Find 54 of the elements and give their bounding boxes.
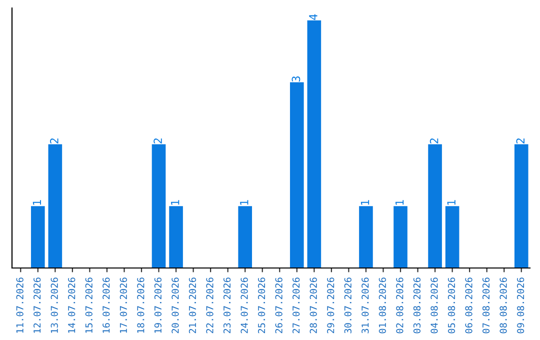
bar [514,144,528,268]
data-label: 2 [154,138,162,144]
data-label: 1 [171,200,180,205]
x-tick-label: 07.08.2026 [482,278,490,334]
x-tick-label: 04.08.2026 [430,278,438,334]
x-tick-label: 27.07.2026 [292,278,300,334]
bar [307,20,322,268]
x-tick-label: 29.07.2026 [327,278,334,334]
x-tick-label: 18.07.2026 [137,278,144,333]
bar [238,206,252,268]
bar [394,206,408,268]
data-label: 4 [309,14,318,20]
x-tick-label: 23.07.2026 [223,278,231,334]
x-tick-label: 03.08.2026 [413,278,421,334]
x-tick-label: 25.07.2026 [258,278,266,334]
x-tick-label: 06.08.2026 [465,278,472,334]
x-tick-label: 28.07.2026 [310,278,317,334]
x-tick-label: 12.07.2026 [34,278,41,333]
data-label: 1 [240,200,248,205]
bar [30,206,45,268]
data-label: 1 [32,200,41,205]
data-label: 1 [395,200,404,205]
bar [428,144,442,268]
x-tick-label: 11.07.2026 [16,278,24,333]
bar [152,144,166,268]
x-tick-label: 01.08.2026 [378,278,386,334]
x-tick-label: 16.07.2026 [102,278,110,333]
x-tick-label: 21.07.2026 [188,278,196,334]
x-tick-label: 15.07.2026 [85,278,92,333]
x-tick-label: 22.07.2026 [206,278,214,334]
data-label: 1 [360,200,370,205]
bar [169,206,183,268]
bar [359,206,373,268]
x-tick-label: 31.07.2026 [362,278,369,334]
bar [48,144,62,268]
bar [290,82,304,268]
x-tick-label: 13.07.2026 [50,278,58,333]
x-tick-label: 19.07.2026 [154,278,162,333]
x-tick-label: 17.07.2026 [120,278,127,333]
data-label: 1 [447,200,456,205]
x-tick-label: 30.07.2026 [344,278,352,334]
x-tick-label: 24.07.2026 [240,278,248,334]
x-tick-label: 14.07.2026 [68,278,76,333]
data-label: 2 [50,138,58,144]
x-tick-label: 08.08.2026 [500,278,507,334]
x-tick-label: 02.08.2026 [396,278,404,334]
data-label: 2 [516,138,524,144]
x-tick-label: 26.07.2026 [275,278,282,334]
x-tick-label: 20.07.2026 [172,278,179,334]
data-label: 3 [292,76,300,82]
x-tick-label: 09.08.2026 [516,278,524,334]
data-label: 2 [430,138,438,144]
x-tick-label: 05.08.2026 [448,278,456,334]
bar [445,206,460,268]
